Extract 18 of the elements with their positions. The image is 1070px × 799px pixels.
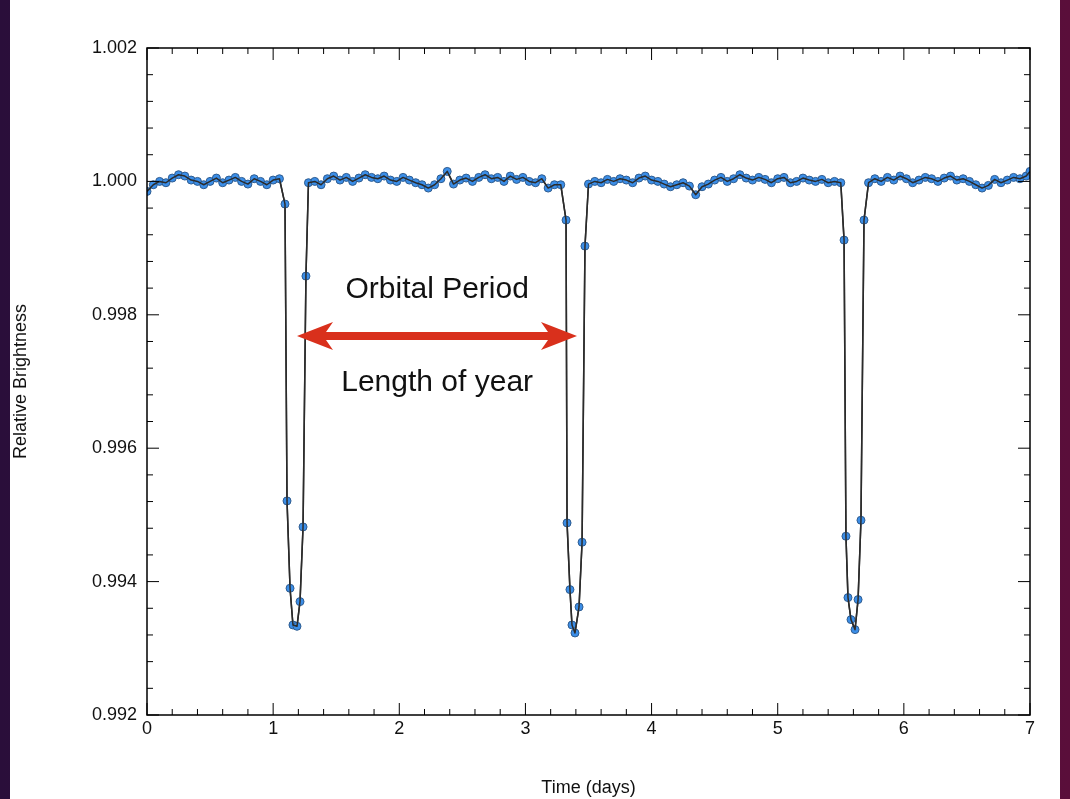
- annotation: Orbital Period: [345, 270, 529, 304]
- x-axis-title: Time (days): [541, 777, 636, 798]
- x-tick-label: 1: [268, 717, 279, 738]
- x-tick-label: 0: [141, 717, 153, 738]
- y-tick-label: 0.996: [91, 437, 137, 458]
- x-tick-label: 2: [394, 717, 405, 738]
- y-tick-label: 1.002: [91, 36, 137, 57]
- x-tick-label: 6: [898, 717, 909, 738]
- y-tick-label: 0.992: [91, 703, 137, 724]
- x-tick-label: 5: [772, 717, 783, 738]
- y-axis-title: Relative Brightness: [9, 303, 30, 460]
- x-tick-label: 3: [520, 717, 531, 738]
- x-tick-label: 7: [1024, 717, 1036, 738]
- y-tick-label: 0.998: [91, 303, 137, 324]
- y-tick-label: 1.000: [91, 170, 137, 191]
- annotation: Length of year: [341, 364, 534, 398]
- y-tick-label: 0.994: [91, 570, 137, 591]
- x-tick-label: 4: [646, 717, 657, 738]
